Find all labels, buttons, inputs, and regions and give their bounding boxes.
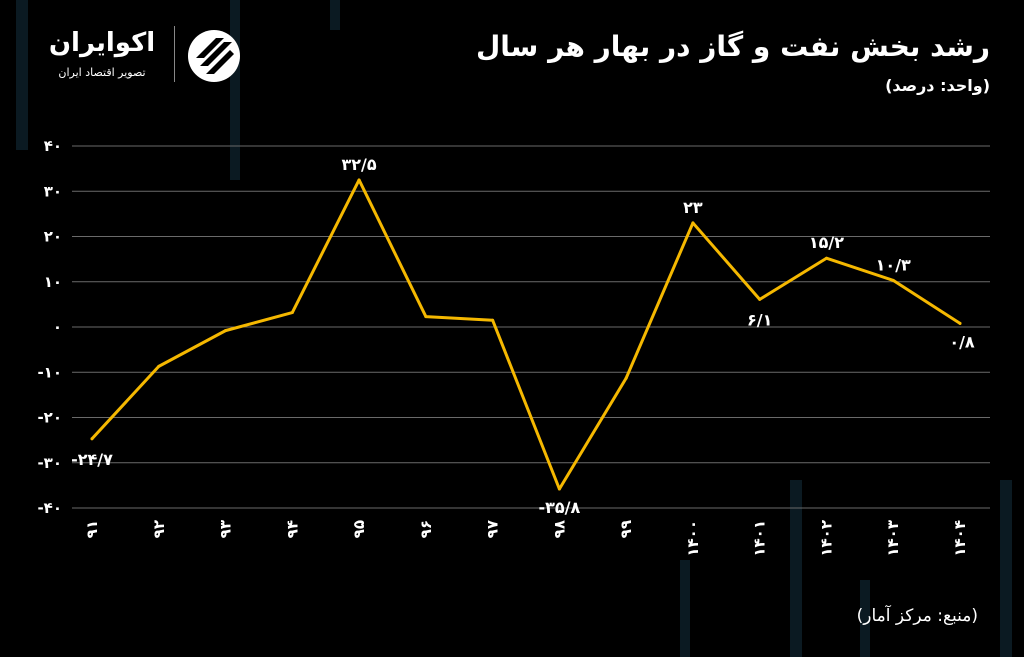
data-label: ۰/۸ — [949, 332, 975, 351]
x-tick-label: ۱۴۰۱ — [751, 520, 769, 557]
y-tick-label: ۲۰ — [44, 228, 62, 246]
data-label: ۶/۱ — [747, 310, 772, 329]
y-tick-label: ۱۰ — [44, 273, 62, 291]
data-label: ۳۲/۵ — [342, 155, 377, 174]
data-label: ۱۰/۳ — [876, 255, 911, 274]
data-point — [824, 256, 828, 260]
series-line — [90, 178, 962, 491]
chart-title: رشد بخش نفت و گاز در بهار هر سال — [475, 30, 990, 63]
x-tick-label: ۱۴۰۰ — [684, 520, 702, 557]
data-label: -۳۵/۸ — [538, 498, 580, 517]
data-label: ۱۵/۲ — [809, 233, 844, 252]
y-tick-label: ۳۰ — [44, 182, 62, 200]
data-label: ۲۳ — [683, 198, 703, 217]
background-bar — [330, 0, 340, 30]
logo-divider — [174, 26, 175, 82]
data-point — [691, 221, 695, 225]
data-point — [958, 321, 962, 325]
background-bar — [680, 560, 690, 657]
y-tick-label: -۳۰ — [37, 454, 62, 472]
y-tick-label: ۴۰ — [44, 137, 62, 155]
x-tick-label: ۹۹ — [617, 520, 635, 538]
background-bar — [16, 0, 28, 150]
y-tick-label: ۰ — [53, 318, 62, 336]
data-point — [758, 297, 762, 301]
data-label: -۲۴/۷ — [71, 450, 113, 469]
unit-label: (واحد: درصد) — [885, 76, 990, 95]
background-bar — [1000, 480, 1012, 657]
data-point — [290, 311, 294, 315]
x-tick-label: ۹۶ — [417, 520, 435, 538]
data-point — [557, 487, 561, 491]
data-point — [224, 329, 228, 333]
brand-logo: اکوایران تصویر اقتصاد ایران — [34, 22, 254, 88]
background-bar — [790, 480, 802, 657]
data-point — [90, 437, 94, 441]
background-bar — [230, 0, 240, 180]
data-point — [424, 315, 428, 319]
data-point — [624, 376, 628, 380]
logo-tagline: تصویر اقتصاد ایران — [58, 66, 146, 79]
data-point — [491, 318, 495, 322]
background-bar — [860, 580, 870, 657]
y-tick-label: -۴۰ — [37, 499, 62, 517]
x-tick-label: ۹۵ — [350, 520, 368, 538]
data-point — [357, 178, 361, 182]
data-point — [891, 278, 895, 282]
y-tick-label: -۲۰ — [37, 409, 62, 427]
logo-name: اکوایران — [48, 28, 156, 58]
x-tick-label: ۹۲ — [150, 520, 168, 538]
x-tick-label: ۱۴۰۴ — [951, 520, 969, 557]
x-tick-label: ۹۸ — [550, 520, 568, 538]
data-point — [157, 364, 161, 368]
x-tick-label: ۱۴۰۳ — [884, 520, 902, 557]
x-tick-label: ۹۱ — [83, 520, 101, 538]
x-tick-label: ۹۷ — [484, 520, 502, 538]
x-tick-label: ۹۳ — [217, 520, 235, 538]
source-note: (منبع: مرکز آمار) — [856, 606, 978, 626]
x-tick-label: ۱۴۰۲ — [817, 520, 835, 557]
y-tick-label: -۱۰ — [37, 363, 62, 381]
x-tick-label: ۹۴ — [283, 520, 301, 538]
logo-mark-icon — [188, 30, 240, 82]
